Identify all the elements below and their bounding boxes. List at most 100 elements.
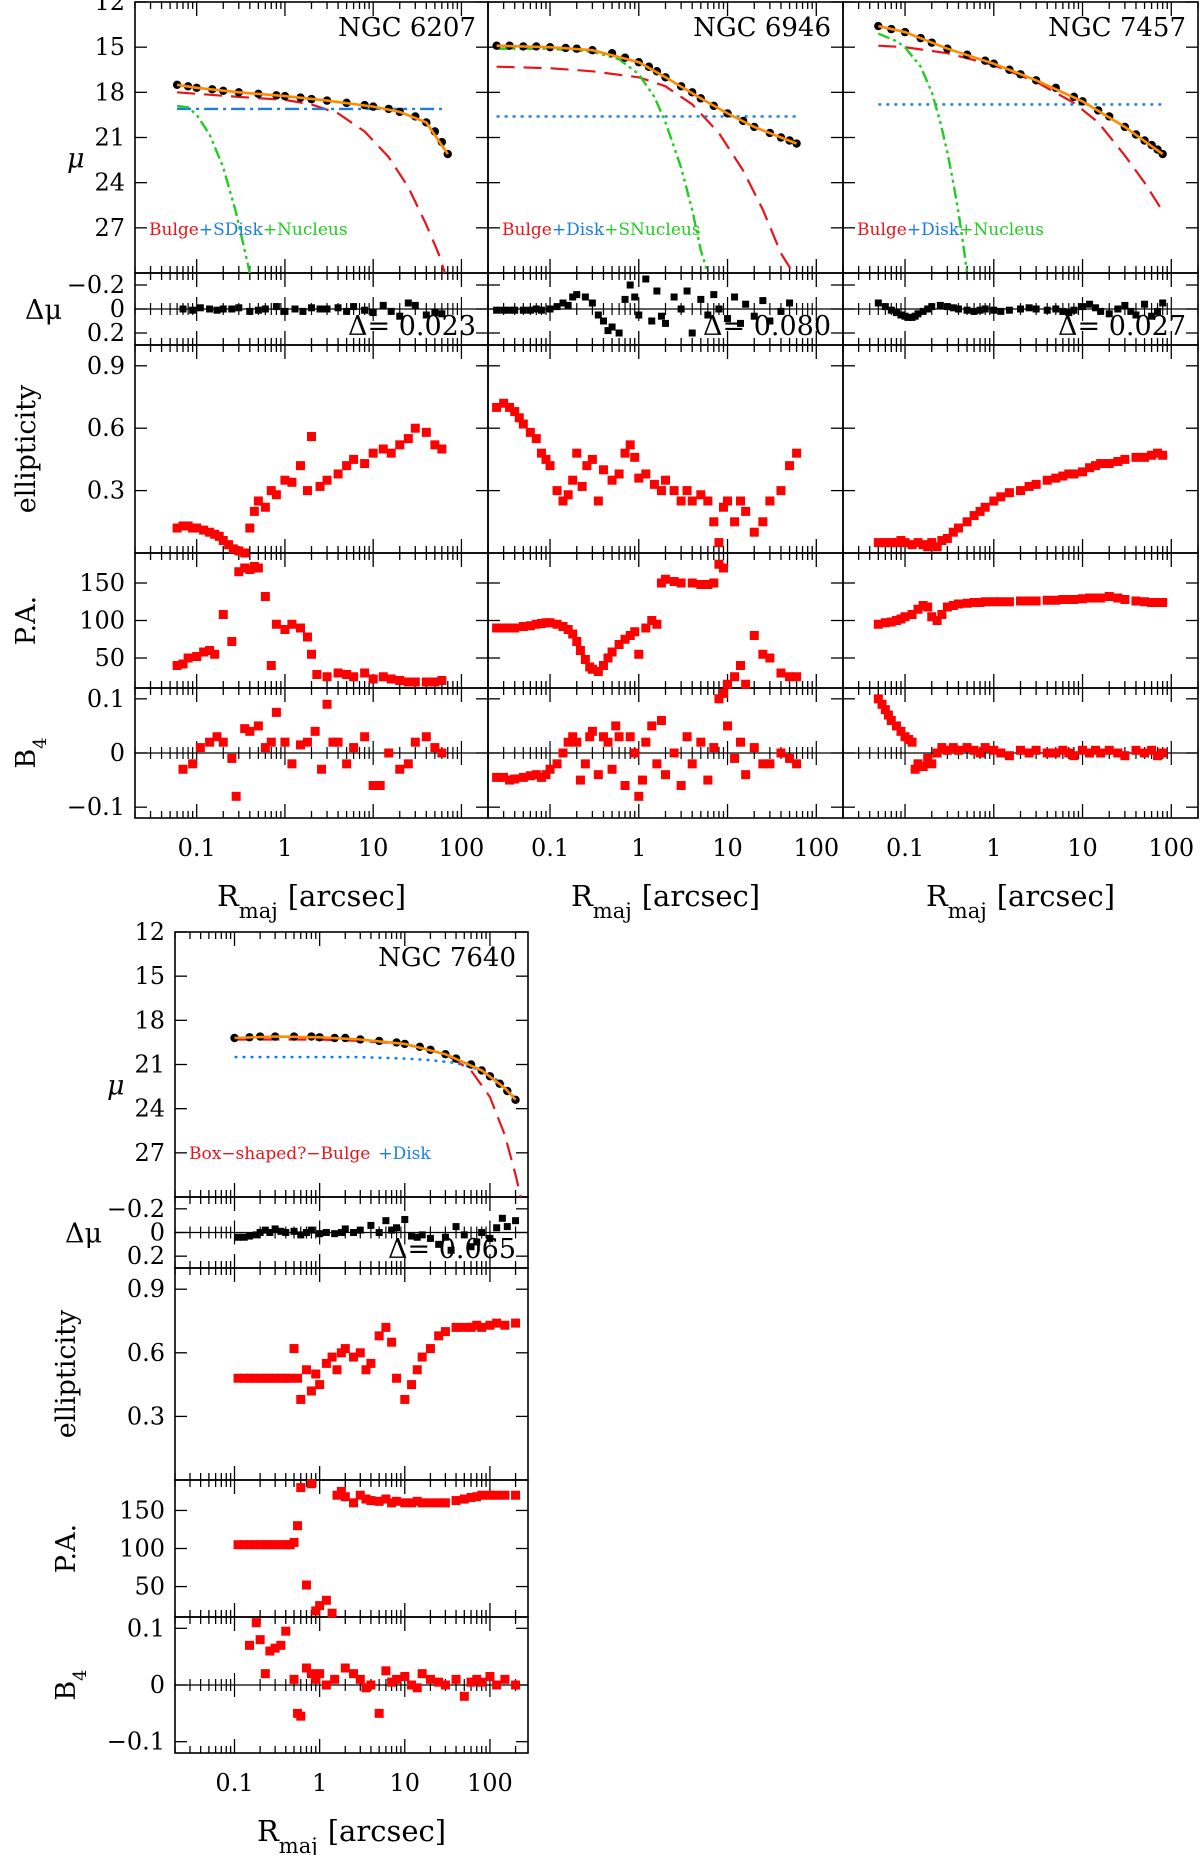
residual-point xyxy=(447,1246,455,1254)
b4-point xyxy=(492,1680,502,1690)
ellipticity-point xyxy=(552,486,562,496)
component-name: +Disk xyxy=(552,220,605,240)
delta-label: Δ= 0.065 xyxy=(388,1234,516,1265)
b4-point xyxy=(937,743,947,753)
residual-point xyxy=(290,1227,298,1235)
residual-point xyxy=(731,293,739,301)
ellipticity-point xyxy=(1147,450,1157,460)
ellipticity-point xyxy=(758,517,768,527)
residual-point xyxy=(266,1229,274,1236)
y-tick-label: 50 xyxy=(134,1573,165,1601)
pa-point xyxy=(552,619,562,629)
residual-point xyxy=(715,305,723,313)
pa-point xyxy=(575,646,585,655)
ellipticity-point xyxy=(1104,459,1114,469)
residual-point xyxy=(498,1214,506,1222)
pa-point xyxy=(776,668,786,678)
panel-3: 121518212427−0.200.20.30.60.950100150−0.… xyxy=(51,918,529,1855)
pa-point xyxy=(239,1540,249,1550)
pa-point xyxy=(417,1498,427,1508)
residual-point xyxy=(546,305,554,313)
residual-point xyxy=(892,309,900,317)
residual-point xyxy=(1132,311,1140,319)
pa-point xyxy=(289,1537,299,1547)
b4-point xyxy=(188,759,198,769)
components-label: Bulge+Disk+Nucleus xyxy=(857,220,1044,240)
ellipticity-point xyxy=(900,538,910,548)
b4-point xyxy=(255,1635,265,1645)
ellipticity-point xyxy=(355,1348,365,1358)
pa-point xyxy=(630,627,640,637)
pa-point xyxy=(249,1540,259,1550)
ellipticity-point xyxy=(407,1380,417,1390)
x-tick-label: 1 xyxy=(986,834,1001,862)
b4-point xyxy=(374,1708,384,1718)
ellipticity-point xyxy=(342,461,352,471)
b4-point xyxy=(368,781,378,790)
x-tick-label: 100 xyxy=(1148,834,1194,862)
component-name: +Disk xyxy=(378,1144,431,1164)
b4-point xyxy=(634,791,644,801)
b4-point xyxy=(531,770,541,780)
residual-point xyxy=(1141,300,1149,308)
pa-point xyxy=(295,623,305,633)
ellipticity-point xyxy=(572,448,582,458)
y-tick-label: 50 xyxy=(94,644,125,672)
b4-point xyxy=(330,1674,340,1684)
y-tick-label: 0.3 xyxy=(127,1402,165,1430)
ellipticity-point xyxy=(1153,448,1163,458)
delta-prefix: Δ= xyxy=(1058,311,1109,342)
ellipticity-point xyxy=(492,1318,502,1328)
y-tick-label: 0.2 xyxy=(87,319,125,347)
ellipticity-point xyxy=(239,1373,249,1383)
ellipticity-point xyxy=(582,461,592,471)
pa-point xyxy=(669,577,679,586)
residual-point xyxy=(219,305,227,313)
ellipticity-point xyxy=(381,1322,391,1332)
pa-point xyxy=(387,1498,397,1508)
b4-point xyxy=(333,737,343,747)
nucleus-component xyxy=(496,47,709,273)
b4-point xyxy=(301,1663,311,1673)
ellipticity-point xyxy=(741,506,751,516)
dmu-axis-label: Δμ xyxy=(65,1219,102,1250)
pa-point xyxy=(518,622,528,631)
b4-point xyxy=(466,1677,476,1687)
residual-point xyxy=(724,315,732,323)
b4-point xyxy=(614,732,624,742)
x-tick-label: 100 xyxy=(439,834,485,862)
pa-point xyxy=(266,661,276,670)
pa-point xyxy=(271,619,281,629)
ellipticity-point xyxy=(199,525,209,535)
residual-point xyxy=(322,1229,330,1236)
ellipticity-point xyxy=(518,419,528,429)
residual-point xyxy=(573,291,581,299)
b4-point xyxy=(1113,748,1123,758)
ellipticity-point xyxy=(696,490,706,500)
pa-point xyxy=(451,1496,461,1506)
panel-title: NGC 6207 xyxy=(338,13,476,43)
b4-point xyxy=(656,716,666,725)
pa-point xyxy=(472,1492,482,1502)
pa-point xyxy=(233,1540,243,1550)
residual-point xyxy=(688,329,696,337)
pa-point xyxy=(989,597,999,607)
pa-point xyxy=(932,616,942,625)
pa-point xyxy=(1147,598,1157,607)
pa-point xyxy=(620,634,630,644)
ellipticity-point xyxy=(430,440,440,450)
b4-point xyxy=(696,737,706,747)
ellipticity-point xyxy=(687,496,697,506)
b4-point xyxy=(1024,748,1034,758)
pa-point xyxy=(245,1540,255,1550)
b4-point xyxy=(311,1674,321,1684)
ellipticity-point xyxy=(378,444,388,454)
ellipticity-point xyxy=(1140,452,1150,462)
ellipticity-point xyxy=(630,452,640,462)
pa-point xyxy=(996,597,1006,607)
b4-point xyxy=(434,1677,444,1687)
b4-point xyxy=(669,748,679,758)
y-tick-label: 150 xyxy=(79,569,125,597)
y-tick-label: 0.9 xyxy=(87,352,125,380)
residual-point xyxy=(316,1230,324,1238)
